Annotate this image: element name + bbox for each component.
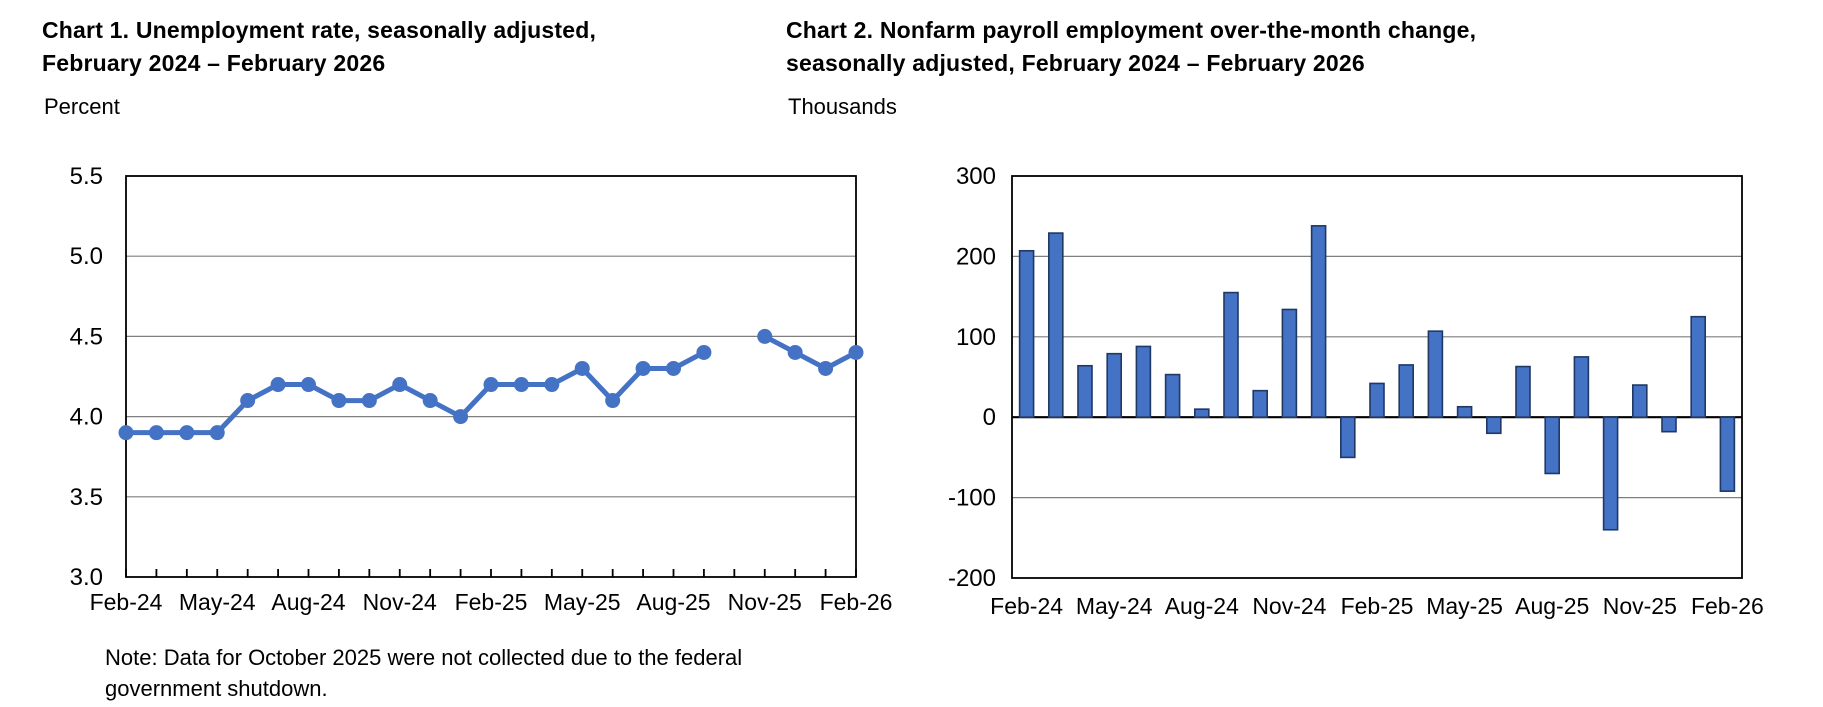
bar [1223, 291, 1239, 418]
chart2-title-line2: seasonally adjusted, February 2024 – Feb… [786, 50, 1365, 76]
data-point-marker [696, 344, 712, 360]
y-tick-label: -100 [948, 485, 996, 512]
x-tick-label: Feb-24 [990, 593, 1063, 619]
x-tick-label: May-24 [1076, 593, 1153, 619]
data-point-marker [787, 344, 803, 360]
data-point-marker [574, 360, 590, 376]
data-point-marker [422, 393, 438, 409]
x-tick-label: Nov-24 [363, 589, 437, 615]
bar [1310, 225, 1327, 419]
bar [1048, 232, 1064, 418]
y-tick-label: 100 [956, 324, 996, 351]
bar [1018, 249, 1035, 418]
bar [1106, 352, 1122, 418]
data-point-marker [331, 393, 347, 409]
data-point-marker [361, 393, 377, 409]
bar [1164, 373, 1181, 419]
x-tick-label: Nov-25 [728, 589, 802, 615]
chart2-title-line1: Chart 2. Nonfarm payroll employment over… [786, 17, 1477, 43]
x-tick-label: Aug-24 [271, 589, 345, 615]
data-point-marker [848, 344, 864, 360]
data-point-marker [818, 360, 834, 376]
x-tick-label: Feb-26 [1691, 593, 1764, 619]
chart1-note-line1: Note: Data for October 2025 were not col… [105, 645, 743, 670]
data-point-marker [179, 425, 195, 441]
x-tick-label: Nov-24 [1252, 593, 1326, 619]
data-point-marker [757, 328, 773, 344]
data-point-marker [148, 425, 164, 441]
bar [1515, 365, 1531, 419]
bar [1077, 364, 1093, 418]
chart2-unit-label: Thousands [788, 94, 897, 119]
bar [1573, 356, 1590, 418]
y-tick-label: 200 [956, 243, 996, 270]
data-point-marker [118, 425, 134, 441]
chart1-note: Note: Data for October 2025 were not col… [105, 642, 742, 704]
chart1-title-line1: Chart 1. Unemployment rate, seasonally a… [42, 17, 597, 43]
bar [1690, 315, 1706, 419]
y-tick-label: 3.5 [70, 484, 103, 511]
bar [1456, 405, 1473, 418]
y-tick-label: 5.5 [70, 163, 103, 190]
bar [1632, 384, 1648, 419]
data-point-marker [209, 425, 225, 441]
data-point-marker [666, 360, 681, 376]
y-tick-label: 3.0 [70, 564, 103, 591]
bar [1398, 364, 1414, 419]
x-tick-label: Feb-24 [90, 589, 163, 615]
plot-border [125, 175, 857, 578]
bar [1135, 345, 1152, 418]
data-point-marker [635, 360, 651, 376]
chart1-title-line2: February 2024 – February 2026 [42, 50, 386, 76]
y-tick-label: 5.0 [70, 243, 103, 270]
data-point-marker [270, 377, 286, 393]
chart2-title: Chart 2. Nonfarm payroll employment over… [786, 14, 1476, 80]
data-point-marker [513, 377, 529, 393]
y-tick-label: 4.5 [70, 323, 103, 350]
plot-border [1011, 175, 1743, 579]
bar [1427, 330, 1444, 418]
x-tick-label: Feb-26 [820, 589, 893, 615]
bar [1340, 416, 1356, 459]
x-tick-label: May-25 [1426, 593, 1503, 619]
x-tick-label: Aug-25 [1515, 593, 1589, 619]
data-point-marker [544, 377, 560, 393]
bar [1602, 416, 1619, 531]
x-tick-label: Aug-25 [636, 589, 710, 615]
chart1-unit-label: Percent [44, 94, 120, 119]
y-tick-label: 4.0 [70, 404, 103, 431]
bar [1194, 408, 1210, 419]
data-point-marker [453, 409, 469, 425]
bar [1252, 389, 1268, 418]
x-tick-label: Feb-25 [455, 589, 528, 615]
x-tick-label: Nov-25 [1603, 593, 1677, 619]
bar [1661, 416, 1677, 433]
data-point-marker [240, 393, 256, 409]
chart1-title: Chart 1. Unemployment rate, seasonally a… [42, 14, 596, 80]
bar [1544, 416, 1560, 475]
y-tick-label: 300 [956, 163, 996, 190]
data-point-marker [483, 377, 499, 393]
series-line [123, 333, 859, 436]
bar [1486, 416, 1502, 435]
data-point-marker [301, 377, 316, 393]
data-point-marker [605, 393, 621, 409]
x-tick-label: May-25 [544, 589, 621, 615]
bar [1369, 382, 1385, 419]
bar [1719, 416, 1736, 492]
data-point-marker [392, 377, 408, 393]
x-tick-label: Feb-25 [1341, 593, 1414, 619]
y-tick-label: 0 [983, 404, 996, 431]
chart1-note-line2: government shutdown. [105, 676, 328, 701]
x-tick-label: May-24 [179, 589, 256, 615]
y-tick-label: -200 [948, 565, 996, 592]
x-tick-label: Aug-24 [1165, 593, 1239, 619]
bar [1281, 308, 1298, 418]
